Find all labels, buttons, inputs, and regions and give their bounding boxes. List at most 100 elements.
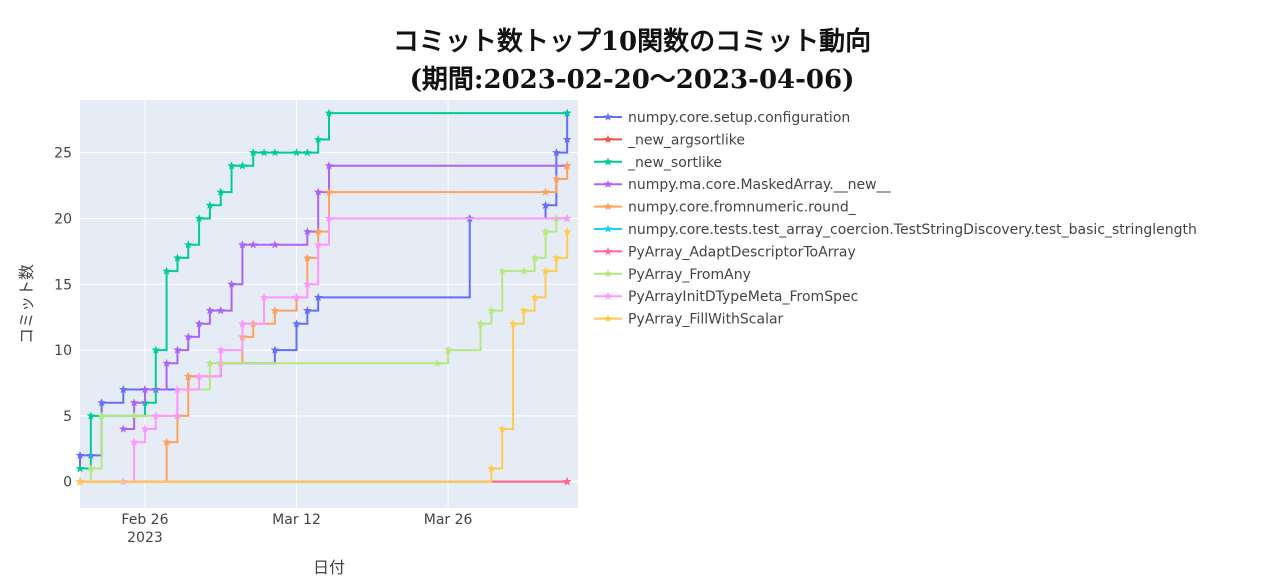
data-point	[97, 398, 106, 407]
data-point	[205, 200, 215, 209]
data-point	[552, 253, 561, 262]
data-point	[303, 227, 312, 236]
data-point	[75, 477, 85, 486]
data-point	[530, 253, 539, 262]
plot-area	[80, 100, 578, 508]
legend-swatch-marker	[603, 157, 613, 166]
data-point	[162, 437, 171, 446]
legend-swatch-marker	[603, 291, 613, 300]
y-tick-label: 15	[54, 277, 72, 293]
y-tick-label: 10	[54, 343, 72, 359]
data-point	[97, 411, 106, 420]
data-point	[313, 227, 323, 236]
data-point	[508, 319, 518, 328]
data-point	[552, 174, 561, 183]
data-point	[270, 148, 280, 157]
data-point	[313, 134, 323, 144]
data-point	[183, 240, 193, 249]
data-point	[541, 187, 550, 196]
data-point	[519, 266, 529, 275]
legend-label: numpy.core.tests.test_array_coercion.Tes…	[628, 222, 1197, 238]
data-point	[541, 227, 550, 236]
data-point	[270, 306, 280, 315]
data-point	[324, 213, 334, 223]
legend-item: numpy.core.fromnumeric.round_	[594, 200, 857, 216]
data-point	[238, 240, 247, 249]
data-point	[432, 358, 442, 367]
data-point	[443, 345, 453, 354]
data-point	[487, 464, 496, 473]
series-lines	[75, 108, 572, 486]
series-line	[79, 113, 569, 469]
data-point	[173, 345, 182, 354]
data-point	[75, 464, 85, 473]
data-point	[86, 464, 96, 473]
x-tick-label: Mar 12	[272, 512, 321, 528]
data-point	[476, 319, 485, 328]
data-point	[303, 279, 312, 288]
series-8	[119, 213, 572, 486]
legend-swatch-marker	[603, 246, 613, 256]
data-point	[303, 306, 312, 315]
data-point	[541, 200, 550, 209]
y-tick-label: 5	[63, 409, 72, 425]
legend-label: numpy.core.setup.configuration	[628, 110, 850, 126]
data-point	[140, 424, 150, 433]
data-point	[129, 411, 139, 420]
chart-title-line2: (期間:2023-02-20〜2023-04-06)	[410, 65, 855, 95]
data-point	[324, 108, 334, 117]
legend-swatch-marker	[603, 224, 613, 233]
legend-label: PyArray_AdaptDescriptorToArray	[628, 244, 856, 260]
data-point	[205, 358, 215, 367]
legend-item: numpy.core.tests.test_array_coercion.Tes…	[594, 222, 1197, 238]
data-point	[562, 477, 572, 486]
data-point	[216, 187, 226, 196]
data-point	[129, 437, 139, 446]
y-tick-label: 0	[63, 475, 72, 491]
data-point	[173, 411, 182, 420]
data-point	[562, 227, 572, 236]
data-point	[238, 319, 247, 328]
x-axis-label: 日付	[313, 558, 345, 577]
data-point	[292, 292, 301, 302]
data-point	[151, 345, 161, 354]
data-point	[562, 108, 572, 117]
data-point	[194, 213, 204, 223]
series-line	[80, 217, 568, 483]
data-point	[562, 213, 572, 223]
data-point	[75, 450, 85, 459]
series-2	[75, 108, 572, 473]
legend-swatch-marker	[603, 269, 613, 278]
data-point	[324, 161, 334, 170]
data-point	[303, 253, 312, 262]
legend-item: _new_argsortlike	[594, 132, 745, 148]
x-tick-label: Feb 26	[121, 512, 168, 528]
y-tick-label: 25	[54, 146, 72, 162]
data-point	[519, 306, 529, 315]
data-point	[194, 371, 204, 381]
legend-label: PyArray_FromAny	[628, 267, 751, 283]
legend: numpy.core.setup.configuration _new_argso…	[594, 110, 1197, 328]
legend-item: numpy.core.setup.configuration	[594, 110, 850, 126]
data-point	[173, 385, 182, 394]
data-point	[270, 240, 280, 249]
data-point	[562, 134, 572, 144]
y-axis-label: コミット数	[17, 264, 36, 344]
data-point	[259, 292, 269, 302]
data-point	[194, 319, 204, 328]
data-point	[541, 266, 550, 275]
legend-swatch-marker	[603, 112, 613, 121]
legend-label: _new_sortlike	[627, 155, 722, 171]
legend-swatch-marker	[603, 179, 613, 188]
data-point	[248, 240, 258, 249]
data-point	[552, 148, 561, 157]
data-point	[162, 266, 171, 275]
data-point	[497, 266, 507, 275]
x-tick-label: Mar 26	[424, 512, 473, 528]
data-point	[313, 187, 323, 196]
data-point	[119, 385, 128, 394]
chart-title-line1: コミット数トップ10関数のコミット動向	[393, 26, 871, 57]
legend-item: PyArray_FillWithScalar	[594, 312, 784, 328]
data-point	[162, 358, 171, 367]
